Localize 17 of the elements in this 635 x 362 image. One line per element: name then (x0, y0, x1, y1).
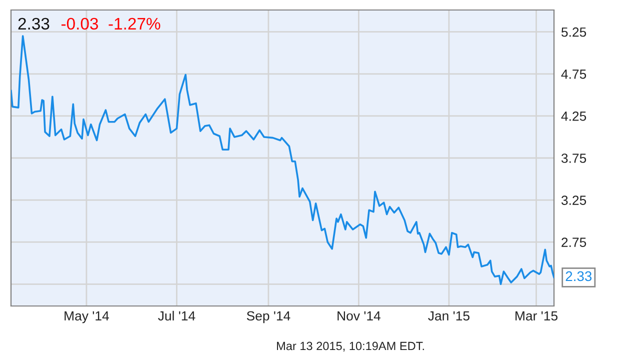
chart-subtitle: -0.03 -1.27% (61, 18, 160, 30)
y-tick-label: 5.25 (561, 27, 586, 37)
x-tick-label: May '14 (64, 311, 109, 324)
y-tick-label: 4.25 (561, 112, 586, 121)
x-tick-label: Jul '14 (158, 310, 196, 321)
x-tick-label: Nov '14 (338, 311, 380, 321)
annotation: 2.33 (566, 271, 592, 282)
chart-title: 2.33 (18, 18, 50, 30)
line-series (11, 35, 554, 286)
x-tick-label: Sep '14 (246, 311, 290, 324)
x-tick-label: Jan '15 (428, 311, 470, 321)
y-tick-label: 3.25 (561, 196, 586, 205)
x-tick-label: Mar '15 (516, 311, 558, 321)
y-tick-label: 4.75 (561, 70, 586, 79)
y-tick-label: 3.75 (561, 154, 586, 163)
text: Mar 13 2015, 10:19AM EDT. (277, 342, 424, 352)
y-tick-label: 2.75 (562, 238, 586, 247)
